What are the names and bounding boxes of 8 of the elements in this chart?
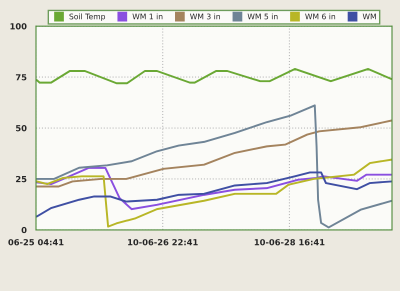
y-tick-label: 0 xyxy=(22,226,27,234)
x-tick-label: 10-06-26 22:41 xyxy=(128,239,198,246)
y-tick-label: 75 xyxy=(16,74,26,80)
x-tick-label: 06-25 04:41 xyxy=(8,239,64,246)
y-tick-label: 50 xyxy=(16,125,27,132)
x-tick-label: 10-06-28 16:41 xyxy=(254,239,324,246)
y-tick-label: 25 xyxy=(16,176,26,182)
y-tick-label: 100 xyxy=(10,23,27,30)
